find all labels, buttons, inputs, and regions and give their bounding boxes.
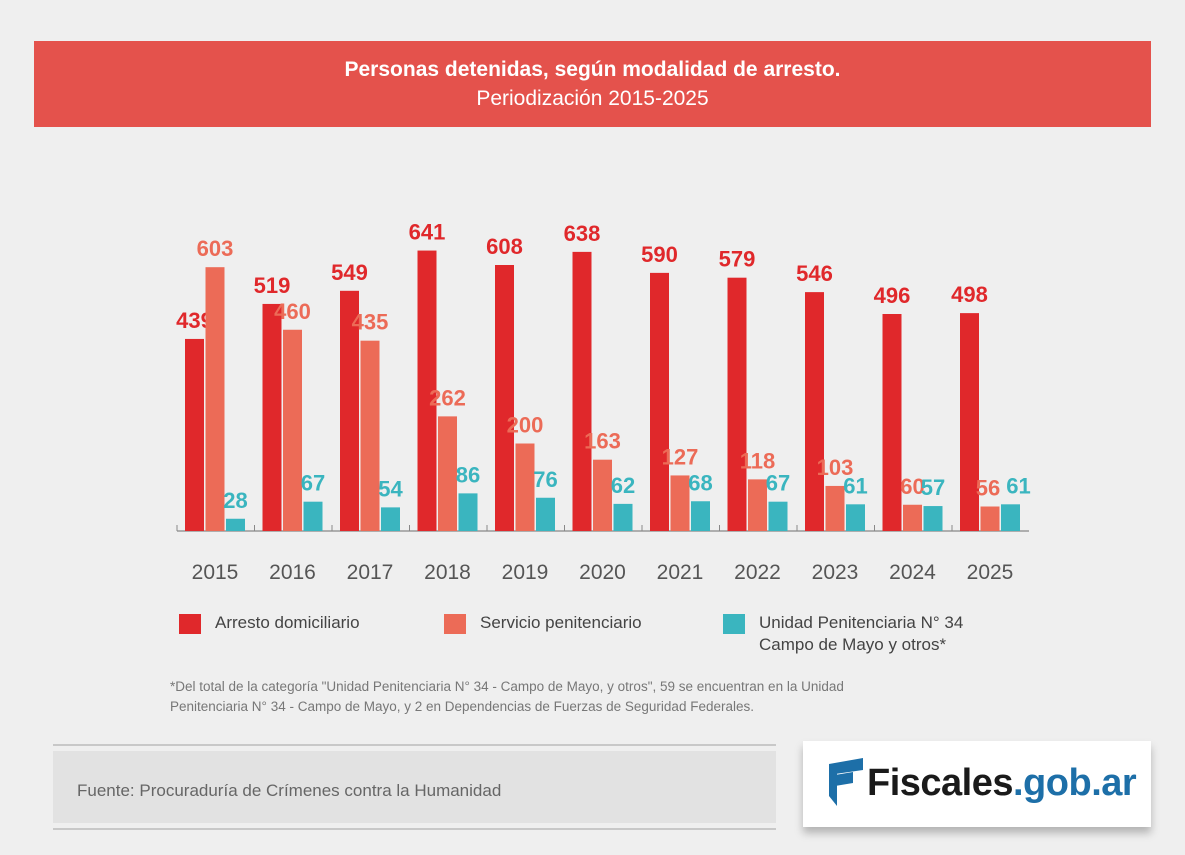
bar-arresto bbox=[805, 292, 824, 531]
legend-label: Servicio penitenciario bbox=[480, 613, 642, 632]
logo-text: Fiscales.gob.ar bbox=[867, 762, 1137, 805]
bar-unidad bbox=[691, 501, 710, 531]
data-label: 579 bbox=[719, 247, 756, 272]
bar-unidad bbox=[613, 503, 633, 531]
bar-servicio bbox=[825, 485, 845, 531]
bar-arresto bbox=[727, 277, 747, 531]
bar-arresto bbox=[185, 338, 204, 531]
x-tick-label: 2018 bbox=[424, 561, 471, 584]
data-label: 638 bbox=[564, 221, 601, 246]
bar-unidad bbox=[846, 504, 865, 531]
bar-unidad bbox=[768, 501, 788, 531]
data-label: 549 bbox=[331, 260, 368, 285]
legend-label-line2: Campo de Mayo y otros* bbox=[759, 635, 947, 654]
data-label: 61 bbox=[1006, 473, 1030, 498]
bars-group: 4396032820155194606720165494355420176412… bbox=[176, 220, 1031, 584]
bar-servicio bbox=[438, 416, 457, 531]
bar-servicio bbox=[980, 506, 1000, 531]
data-label: 67 bbox=[301, 471, 325, 496]
data-label: 498 bbox=[951, 282, 988, 307]
legend-swatch bbox=[179, 614, 201, 634]
data-label: 61 bbox=[843, 473, 867, 498]
bar-servicio bbox=[670, 475, 690, 531]
data-label: 67 bbox=[766, 471, 790, 496]
data-label: 86 bbox=[456, 462, 480, 487]
chart-title: Personas detenidas, según modalidad de a… bbox=[344, 58, 841, 81]
bar-servicio bbox=[205, 267, 225, 531]
bar-unidad bbox=[303, 501, 323, 531]
data-label: 496 bbox=[874, 283, 911, 308]
data-label: 68 bbox=[688, 470, 712, 495]
data-label: 590 bbox=[641, 242, 678, 267]
legend-swatch bbox=[444, 614, 466, 634]
bar-chart: 4396032820155194606720165494355420176412… bbox=[176, 220, 1031, 584]
data-label: 200 bbox=[507, 413, 544, 438]
bar-unidad bbox=[381, 507, 400, 531]
fiscales-logo[interactable]: Fiscales.gob.ar bbox=[803, 741, 1151, 827]
bar-unidad bbox=[536, 497, 555, 531]
bar-servicio bbox=[515, 443, 535, 531]
bar-unidad bbox=[458, 493, 478, 531]
bar-servicio bbox=[283, 329, 302, 531]
data-label: 519 bbox=[254, 273, 291, 298]
bar-arresto bbox=[495, 265, 514, 531]
bar-servicio bbox=[593, 459, 612, 531]
data-label: 103 bbox=[817, 455, 854, 480]
source-box: Fuente: Procuraduría de Crímenes contra … bbox=[53, 744, 776, 830]
data-label: 57 bbox=[921, 475, 945, 500]
footnote: *Del total de la categoría "Unidad Penit… bbox=[170, 677, 1070, 717]
x-tick-label: 2022 bbox=[734, 561, 781, 584]
bar-arresto bbox=[650, 272, 669, 531]
x-tick-label: 2015 bbox=[192, 561, 239, 584]
x-tick-label: 2021 bbox=[657, 561, 704, 584]
legend-label: Unidad Penitenciaria N° 34 bbox=[759, 613, 964, 632]
data-label: 603 bbox=[197, 236, 234, 261]
data-label: 76 bbox=[533, 467, 557, 492]
data-label: 641 bbox=[409, 220, 446, 245]
data-label: 127 bbox=[662, 444, 699, 469]
bar-arresto bbox=[417, 250, 437, 531]
data-label: 608 bbox=[486, 234, 523, 259]
x-tick-label: 2025 bbox=[967, 561, 1014, 584]
x-tick-label: 2023 bbox=[812, 561, 859, 584]
data-label: 435 bbox=[352, 310, 389, 335]
data-label: 460 bbox=[274, 299, 311, 324]
title-banner: Personas detenidas, según modalidad de a… bbox=[34, 41, 1151, 127]
footnote-line1: *Del total de la categoría "Unidad Penit… bbox=[170, 679, 844, 694]
data-label: 163 bbox=[584, 429, 621, 454]
data-label: 54 bbox=[378, 476, 403, 501]
bar-servicio bbox=[748, 479, 767, 531]
bar-arresto bbox=[882, 314, 902, 531]
logo-domain: .gob.ar bbox=[1013, 762, 1137, 804]
data-label: 262 bbox=[429, 385, 466, 410]
x-tick-label: 2016 bbox=[269, 561, 316, 584]
bar-unidad bbox=[226, 518, 245, 531]
data-label: 56 bbox=[976, 476, 1000, 501]
x-tick-label: 2020 bbox=[579, 561, 626, 584]
bar-unidad bbox=[923, 506, 943, 531]
chart-subtitle: Periodización 2015-2025 bbox=[476, 87, 709, 110]
x-tick-label: 2017 bbox=[347, 561, 394, 584]
data-label: 62 bbox=[611, 473, 635, 498]
footnote-line2: Penitenciaria N° 34 - Campo de Mayo, y 2… bbox=[170, 699, 754, 714]
data-label: 28 bbox=[223, 488, 247, 513]
data-label: 118 bbox=[740, 448, 776, 473]
bar-arresto bbox=[960, 313, 979, 531]
bar-servicio bbox=[360, 340, 380, 531]
data-label: 60 bbox=[900, 474, 924, 499]
legend-label: Arresto domiciliario bbox=[215, 613, 360, 632]
bar-arresto bbox=[572, 251, 592, 531]
logo-name: Fiscales bbox=[867, 762, 1014, 804]
x-tick-label: 2019 bbox=[502, 561, 549, 584]
source-text: Fuente: Procuraduría de Crímenes contra … bbox=[77, 781, 502, 800]
fiscales-flag-icon bbox=[829, 758, 863, 806]
data-label: 546 bbox=[796, 261, 833, 286]
bar-unidad bbox=[1001, 504, 1020, 531]
bar-servicio bbox=[903, 504, 922, 531]
bar-arresto bbox=[262, 303, 282, 531]
legend-swatch bbox=[723, 614, 745, 634]
bar-arresto bbox=[340, 290, 359, 531]
x-tick-label: 2024 bbox=[889, 561, 936, 584]
